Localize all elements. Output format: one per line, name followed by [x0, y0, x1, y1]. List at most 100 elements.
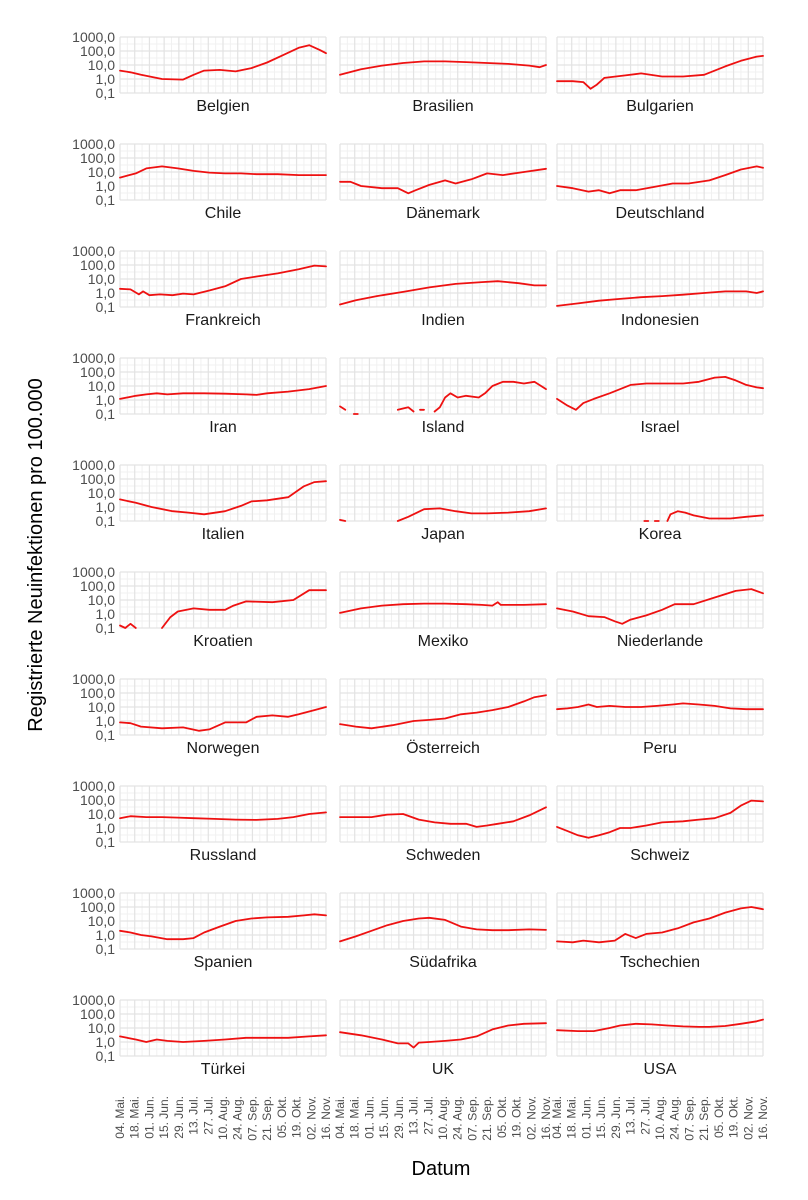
panel-uk: UK: [339, 999, 547, 1078]
y-tick-label: 1,0: [96, 71, 116, 87]
x-axis-title: Datum: [412, 1158, 471, 1180]
panel-brasilien: Brasilien: [339, 36, 547, 115]
series-line: [556, 1018, 764, 1032]
panel-kroatien: Kroatien: [119, 571, 327, 650]
panel-deutschland: Deutschland: [556, 143, 764, 222]
x-tick-label: 15. Jun.: [594, 1096, 608, 1139]
panel-österreich: Österreich: [339, 678, 547, 757]
panel-korea: Korea: [556, 464, 764, 543]
x-tick-label: 18. Mai.: [128, 1096, 142, 1139]
y-tick-label: 1,0: [96, 606, 116, 622]
panel-grid: [556, 250, 764, 308]
x-tick-label: 21. Sep.: [260, 1096, 274, 1141]
series-line: [119, 44, 327, 81]
facet-label: Italien: [202, 526, 245, 543]
panel-japan: Japan: [339, 464, 547, 543]
y-tick-label: 0,1: [96, 1048, 116, 1064]
series-line: [556, 906, 764, 944]
y-tick-label: 10,0: [88, 164, 115, 180]
x-tick-label: 21. Sep.: [480, 1096, 494, 1141]
y-tick-label: 100,0: [80, 1006, 115, 1022]
y-tick-label: 1,0: [96, 285, 116, 301]
x-tick-label: 19. Okt.: [510, 1096, 524, 1138]
series-line: [556, 165, 764, 195]
panel-grid: [556, 678, 764, 736]
panel-grid: [556, 571, 764, 629]
y-tick-label: 1000,0: [72, 778, 115, 794]
series-line: [556, 588, 764, 625]
facet-label: Schweiz: [630, 847, 690, 864]
facet-label: Iran: [209, 419, 237, 436]
series-line: [556, 799, 764, 839]
x-tick-label: 15. Jun.: [377, 1096, 391, 1139]
panel-grid: [339, 357, 547, 415]
facet-label: Korea: [639, 526, 682, 543]
panel-grid: [119, 571, 327, 629]
y-tick-label: 1,0: [96, 499, 116, 515]
series-line: [339, 1022, 547, 1049]
series-line: [119, 1034, 327, 1043]
series-line: [119, 706, 327, 732]
facet-label: Frankreich: [185, 312, 261, 329]
facet-label: Tschechien: [620, 954, 700, 971]
y-tick-label: 100,0: [80, 150, 115, 166]
facet-label: Indien: [421, 312, 465, 329]
y-tick-label: 1,0: [96, 392, 116, 408]
facet-label: Spanien: [194, 954, 253, 971]
panel-dänemark: Dänemark: [339, 143, 547, 222]
series-line: [161, 589, 327, 629]
series-line: [119, 165, 327, 179]
panel-grid: [339, 892, 547, 950]
panel-grid: [556, 999, 764, 1057]
y-tick-label: 0,1: [96, 941, 116, 957]
panel-grid: [119, 999, 327, 1057]
facet-label: USA: [644, 1061, 677, 1078]
panel-schweden: Schweden: [339, 785, 547, 864]
facet-label: Chile: [205, 205, 242, 222]
y-tick-label: 1,0: [96, 713, 116, 729]
y-tick-label: 100,0: [80, 471, 115, 487]
y-tick-label: 10,0: [88, 1020, 115, 1036]
x-tick-label: 18. Mai.: [565, 1096, 579, 1139]
y-tick-label: 100,0: [80, 578, 115, 594]
panel-grid: [556, 357, 764, 415]
panel-italien: Italien: [119, 464, 327, 543]
y-tick-label: 100,0: [80, 43, 115, 59]
series-line: [119, 622, 137, 629]
panel-grid: [339, 571, 547, 629]
y-tick-label: 1,0: [96, 927, 116, 943]
series-line: [556, 376, 764, 411]
x-tick-label: 04. Mai.: [550, 1096, 564, 1139]
panel-island: Island: [339, 357, 547, 436]
x-tick-label: 13. Jul.: [407, 1096, 421, 1135]
x-tick-label: 10. Aug.: [436, 1096, 450, 1140]
x-tick-label: 13. Jul.: [187, 1096, 201, 1135]
series-line: [339, 601, 547, 614]
panel-grid: [119, 357, 327, 415]
y-tick-label: 10,0: [88, 57, 115, 73]
facet-panels: Belgien Brasilien Bulgarien Chile Dänemark De…: [119, 36, 764, 1078]
x-tick-label: 24. Aug.: [231, 1096, 245, 1140]
series-line: [119, 480, 327, 516]
series-line: [339, 806, 547, 828]
x-tick-label: 07. Sep.: [682, 1096, 696, 1141]
facet-label: Brasilien: [412, 98, 473, 115]
facet-label: Dänemark: [406, 205, 481, 222]
panel-chile: Chile: [119, 143, 327, 222]
y-tick-label: 0,1: [96, 834, 116, 850]
facet-label: Südafrika: [409, 954, 477, 971]
series-line: [556, 702, 764, 711]
facet-label: UK: [432, 1061, 455, 1078]
x-tick-label: 02. Nov.: [524, 1096, 538, 1140]
y-tick-label: 100,0: [80, 364, 115, 380]
panel-grid: [339, 143, 547, 201]
y-tick-label: 1000,0: [72, 29, 115, 45]
y-tick-label: 1000,0: [72, 136, 115, 152]
facet-label: Russland: [190, 847, 257, 864]
facet-label: Belgien: [196, 98, 249, 115]
panel-grid: [119, 36, 327, 94]
x-tick-label: 24. Aug.: [451, 1096, 465, 1140]
x-tick-label: 19. Okt.: [290, 1096, 304, 1138]
x-tick-label: 21. Sep.: [697, 1096, 711, 1141]
series-line: [556, 55, 764, 90]
